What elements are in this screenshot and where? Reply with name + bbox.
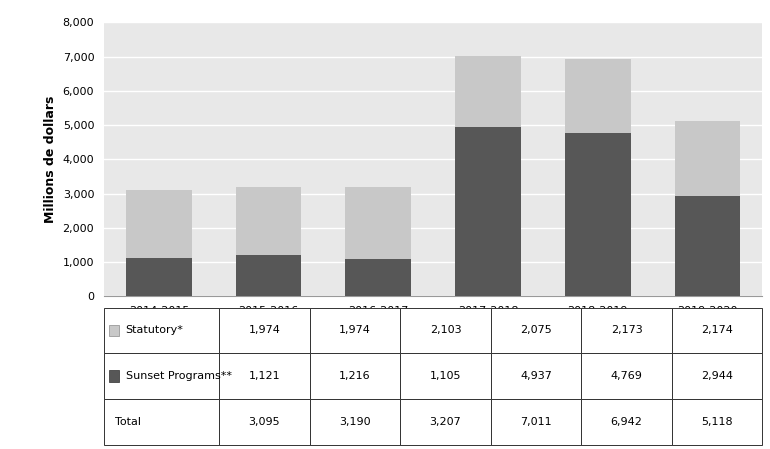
Bar: [564, 59, 631, 133]
Text: 7,011: 7,011: [521, 417, 552, 427]
Text: 5,118: 5,118: [701, 417, 733, 427]
Text: 3,095: 3,095: [249, 417, 280, 427]
Text: 2,174: 2,174: [701, 326, 733, 335]
Text: Sunset Programs**: Sunset Programs**: [126, 371, 232, 381]
Text: 1,974: 1,974: [339, 326, 371, 335]
Text: 2,075: 2,075: [520, 326, 552, 335]
Text: 2,103: 2,103: [430, 326, 461, 335]
Bar: [564, 133, 631, 296]
Text: 2,173: 2,173: [611, 326, 642, 335]
Text: Total: Total: [115, 417, 141, 427]
Text: 6,942: 6,942: [611, 417, 642, 427]
Bar: [236, 255, 301, 296]
Bar: [455, 56, 521, 128]
Text: 1,105: 1,105: [430, 371, 461, 381]
Text: 3,207: 3,207: [430, 417, 461, 427]
Text: 1,121: 1,121: [249, 371, 280, 381]
Bar: [675, 196, 740, 296]
Bar: [236, 187, 301, 255]
Text: 1,974: 1,974: [249, 326, 280, 335]
Y-axis label: Millions de dollars: Millions de dollars: [44, 96, 57, 223]
Bar: [455, 128, 521, 296]
Text: 4,769: 4,769: [611, 371, 642, 381]
Bar: [126, 190, 192, 258]
Bar: [675, 121, 740, 196]
Text: 1,216: 1,216: [339, 371, 371, 381]
Text: 3,190: 3,190: [339, 417, 371, 427]
Bar: [345, 259, 411, 296]
Text: 4,937: 4,937: [520, 371, 552, 381]
Text: 2,944: 2,944: [701, 371, 733, 381]
Text: Statutory*: Statutory*: [126, 326, 183, 335]
Bar: [126, 258, 192, 296]
Bar: [345, 186, 411, 259]
